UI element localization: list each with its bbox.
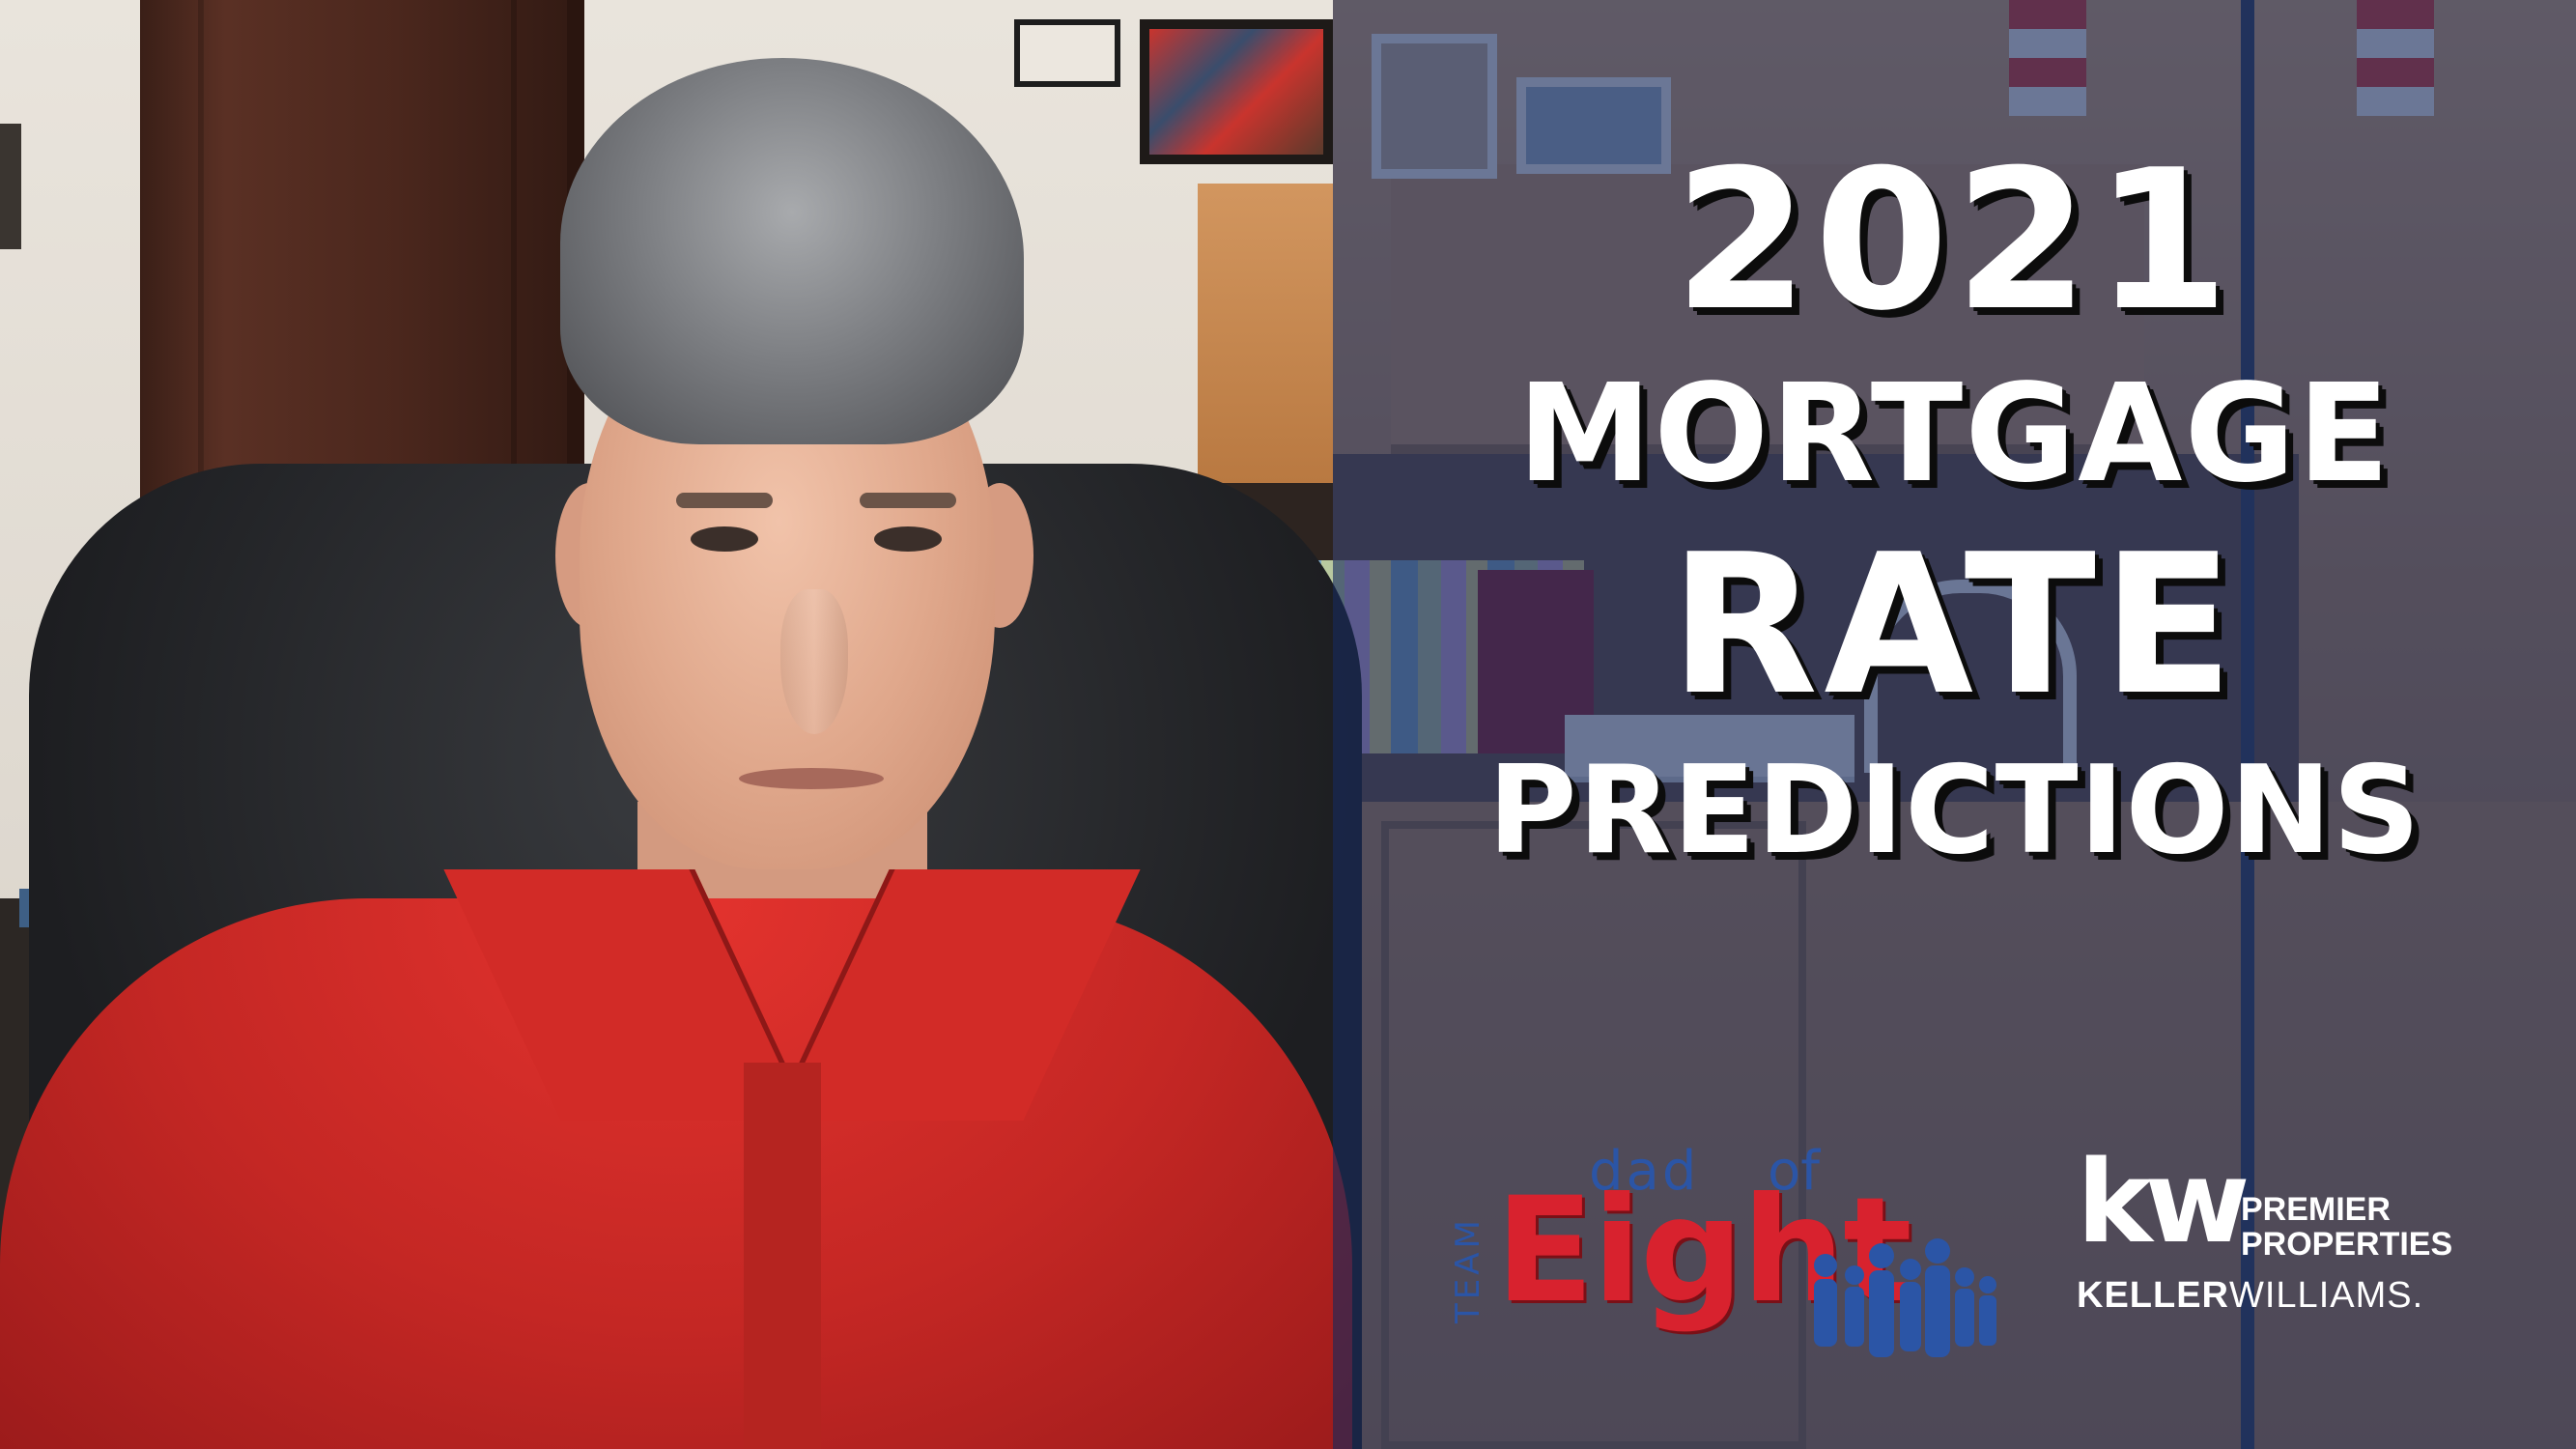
williams-label: WILLIAMS. (2229, 1275, 2424, 1316)
team-dad-of-eight-logo: TEAM dad of Eight (1449, 1140, 1996, 1372)
family-silhouette-icon (1814, 1238, 1996, 1357)
presenter-mouth (739, 768, 884, 789)
eyebrow-right (860, 493, 956, 508)
eight-label: Eight (1495, 1167, 1912, 1335)
headline-mortgage: MORTGAGE (1516, 355, 2392, 513)
headline-year: 2021 (1674, 128, 2235, 354)
properties-label: PROPERTIES (2241, 1225, 2453, 1263)
eye-right (874, 526, 942, 552)
headline-predictions: PREDICTIONS (1487, 739, 2421, 881)
blue-title-overlay (1333, 0, 2576, 1449)
wall-cabinet (1198, 184, 1352, 493)
keller-williams-logo: kw PREMIER PROPERTIES KELLERWILLIAMS. (2067, 1145, 2473, 1338)
wall-fixture (0, 124, 21, 249)
headline: 2021 MORTGAGE RATE PREDICTIONS (1333, 145, 2576, 871)
headline-rate: RATE (1669, 513, 2240, 738)
keller-label: KELLER (2077, 1275, 2229, 1316)
dad-label: dad (1589, 1140, 1700, 1203)
team-label: TEAM (1449, 1216, 1487, 1323)
kw-mark: kw (2077, 1135, 2250, 1268)
shirt-placket (744, 1063, 821, 1449)
family-photo-frame (1140, 19, 1333, 164)
eyebrow-left (676, 493, 773, 508)
of-label: of (1768, 1140, 1820, 1203)
small-picture-frame (1014, 19, 1120, 87)
keller-williams-wordmark: KELLERWILLIAMS. (2077, 1275, 2423, 1317)
premier-properties-label: PREMIER PROPERTIES (2241, 1191, 2453, 1263)
premier-label: PREMIER (2241, 1191, 2391, 1228)
eye-left (691, 526, 758, 552)
presenter-hair (560, 58, 1024, 444)
presenter-nose (780, 589, 848, 734)
